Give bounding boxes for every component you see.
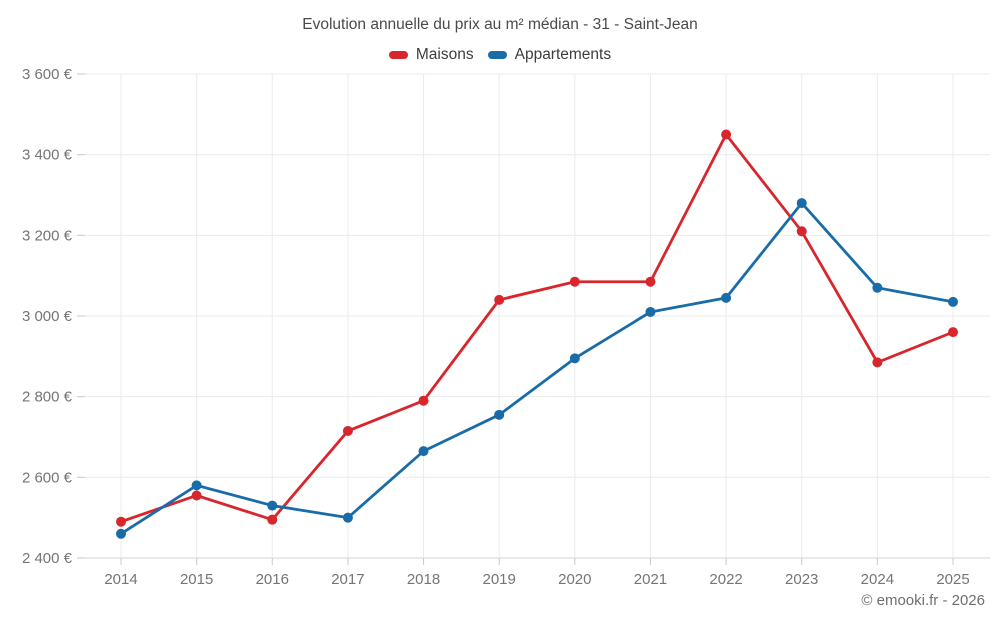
legend-label-appartements: Appartements <box>514 46 612 63</box>
maisons-color-swatch-icon <box>388 51 408 59</box>
x-axis-label: 2017 <box>331 571 364 588</box>
data-point-maisons-2023[interactable] <box>796 226 807 237</box>
y-axis-label: 2 400 € <box>22 550 73 567</box>
y-axis-label: 3 200 € <box>22 227 73 244</box>
data-point-appartements-2019[interactable] <box>494 409 505 420</box>
data-point-appartements-2014[interactable] <box>116 528 126 539</box>
data-point-appartements-2017[interactable] <box>342 512 353 523</box>
data-point-maisons-2017[interactable] <box>342 425 353 436</box>
x-axis-label: 2025 <box>936 571 969 588</box>
data-point-maisons-2016[interactable] <box>267 514 278 525</box>
x-axis-label: 2015 <box>180 571 213 588</box>
y-axis-label: 2 600 € <box>22 469 73 486</box>
legend-label-maisons: Maisons <box>415 46 474 63</box>
x-axis-label: 2018 <box>407 571 440 588</box>
data-point-maisons-2024[interactable] <box>872 357 883 368</box>
x-axis-label: 2016 <box>256 571 289 588</box>
x-axis-label: 2021 <box>634 571 667 588</box>
chart-title: Evolution annuelle du prix au m² médian … <box>302 16 698 33</box>
data-point-appartements-2020[interactable] <box>569 353 580 364</box>
data-point-appartements-2021[interactable] <box>645 306 656 317</box>
x-axis-label: 2020 <box>558 571 591 588</box>
data-point-maisons-2025[interactable] <box>948 327 958 338</box>
legend-item-appartements[interactable]: Appartements <box>487 46 612 64</box>
data-point-appartements-2022[interactable] <box>721 292 732 303</box>
y-axis-label: 3 600 € <box>22 66 73 83</box>
y-axis-label: 2 800 € <box>22 389 73 406</box>
x-axis-label: 2019 <box>482 571 515 588</box>
data-point-maisons-2014[interactable] <box>116 516 126 527</box>
data-point-maisons-2018[interactable] <box>418 395 429 406</box>
data-point-maisons-2020[interactable] <box>569 276 580 287</box>
y-axis-label: 3 000 € <box>22 308 73 325</box>
x-axis-label: 2023 <box>785 571 818 588</box>
chart-legend: Maisons Appartements <box>0 46 1000 64</box>
data-point-appartements-2024[interactable] <box>872 282 883 293</box>
appartements-color-swatch-icon <box>487 51 507 59</box>
legend-item-maisons[interactable]: Maisons <box>388 46 474 64</box>
x-axis-label: 2024 <box>861 571 894 588</box>
y-axis-label: 3 400 € <box>22 147 73 164</box>
x-axis-label: 2022 <box>709 571 742 588</box>
data-point-appartements-2018[interactable] <box>418 446 429 457</box>
data-point-appartements-2015[interactable] <box>191 480 202 491</box>
data-point-appartements-2016[interactable] <box>267 500 278 511</box>
series-line-maisons <box>119 133 955 524</box>
data-point-maisons-2015[interactable] <box>191 490 202 501</box>
data-point-maisons-2021[interactable] <box>645 276 656 287</box>
x-axis-label: 2014 <box>104 571 137 588</box>
series-line-appartements <box>119 201 955 536</box>
data-point-appartements-2025[interactable] <box>948 296 958 307</box>
data-point-maisons-2022[interactable] <box>721 129 732 140</box>
data-point-maisons-2019[interactable] <box>494 294 505 305</box>
data-point-appartements-2023[interactable] <box>796 198 807 209</box>
copyright-text: © emooki.fr - 2026 <box>861 592 985 609</box>
